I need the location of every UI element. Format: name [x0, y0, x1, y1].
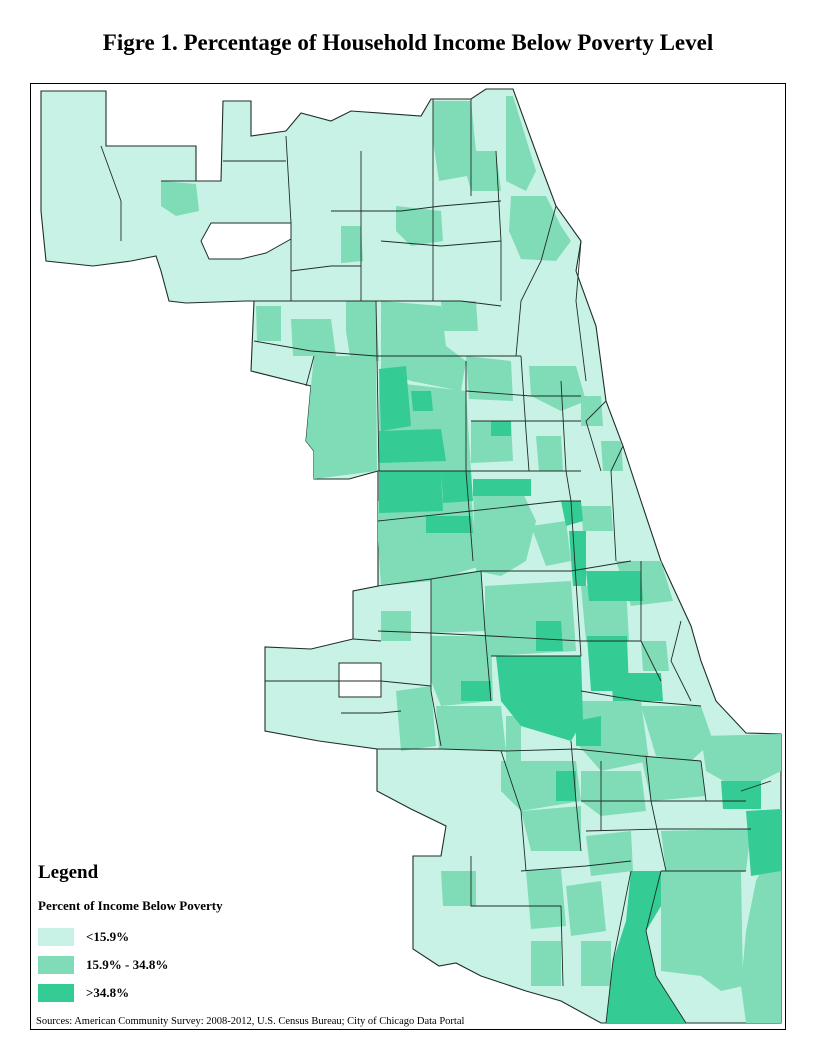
region-medium: [531, 941, 561, 986]
legend-swatch-medium: [38, 956, 74, 974]
region-medium: [431, 571, 486, 633]
legend-swatch-high: [38, 984, 74, 1002]
region-medium: [346, 301, 379, 363]
region-medium: [531, 521, 571, 566]
region-medium: [566, 881, 606, 936]
region-high: [411, 391, 433, 411]
region-high: [379, 429, 446, 463]
community-boundaries: [100, 99, 772, 1024]
high-poverty-regions: [379, 366, 781, 1023]
map-title: Figre 1. Percentage of Household Income …: [102, 30, 714, 55]
region-medium: [641, 641, 669, 671]
region-medium: [436, 706, 506, 751]
region-high: [461, 681, 491, 701]
chicago-poverty-map: [40, 88, 782, 1024]
map-legend: Legend Percent of Income Below Poverty <…: [38, 862, 298, 1008]
region-medium: [586, 831, 633, 876]
region-medium: [701, 734, 781, 791]
region-medium: [441, 871, 476, 906]
region-medium: [396, 686, 436, 751]
region-medium: [381, 611, 411, 641]
region-medium: [256, 306, 281, 341]
region-high: [473, 479, 531, 496]
region-high: [721, 781, 761, 809]
region-medium: [641, 706, 713, 761]
region-medium: [433, 101, 501, 191]
region-medium: [581, 941, 611, 986]
legend-item-low: <15.9%: [38, 924, 298, 950]
region-medium: [641, 756, 706, 801]
region-high: [586, 571, 643, 601]
region-medium: [396, 206, 443, 246]
region-medium: [341, 226, 363, 263]
region-medium: [529, 366, 586, 411]
region-medium: [581, 506, 613, 531]
region-medium: [661, 829, 751, 881]
region-medium: [521, 806, 581, 851]
region-high: [606, 871, 686, 1023]
legend-swatch-low: [38, 928, 74, 946]
region-high: [576, 716, 601, 746]
legend-label-low: <15.9%: [86, 929, 130, 944]
region-high: [379, 366, 411, 431]
region-medium: [536, 436, 563, 471]
region-medium: [506, 716, 521, 761]
region-high: [611, 673, 663, 701]
region-high: [496, 656, 583, 741]
region-high: [556, 771, 576, 801]
sources-note: Sources: American Community Survey: 2008…: [36, 1016, 465, 1027]
legend-title: Legend: [38, 862, 99, 883]
region-high: [441, 471, 473, 503]
region-medium: [526, 869, 566, 929]
region-high: [569, 531, 586, 586]
legend-item-medium: 15.9% - 34.8%: [38, 952, 298, 978]
legend-label-high: >34.8%: [86, 985, 130, 1000]
region-medium: [741, 851, 781, 1023]
legend-item-high: >34.8%: [38, 980, 298, 1006]
region-medium: [291, 319, 336, 356]
region-high: [536, 621, 563, 651]
region-medium: [661, 871, 743, 991]
region-medium: [506, 96, 536, 191]
region-medium: [601, 441, 623, 471]
region-medium: [306, 356, 377, 479]
region-high: [426, 516, 473, 533]
region-high: [379, 471, 443, 513]
map-frame: [30, 83, 786, 1030]
region-medium: [581, 771, 646, 816]
map-hole: [338, 662, 382, 698]
legend-label-medium: 15.9% - 34.8%: [86, 957, 169, 972]
region-high: [746, 809, 781, 876]
region-medium: [509, 196, 571, 261]
region-medium: [581, 396, 603, 426]
legend-subtitle: Percent of Income Below Poverty: [38, 898, 223, 913]
region-medium: [441, 301, 478, 331]
region-medium: [466, 356, 513, 401]
region-medium: [473, 489, 536, 576]
region-medium: [161, 181, 199, 216]
region-high: [491, 421, 511, 436]
